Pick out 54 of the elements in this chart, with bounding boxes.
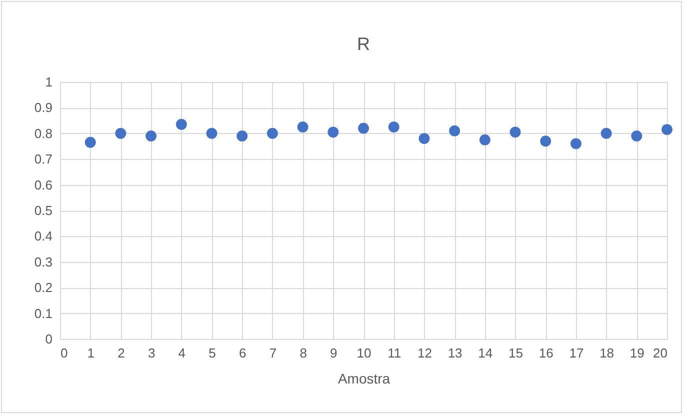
x-tick-label: 8 bbox=[300, 346, 307, 360]
x-tick-label: 11 bbox=[388, 346, 402, 360]
x-tick-label: 13 bbox=[448, 346, 462, 360]
y-tick-label: 0 bbox=[45, 332, 52, 346]
x-tick-label: 9 bbox=[330, 346, 338, 360]
point bbox=[236, 130, 248, 142]
point bbox=[479, 134, 490, 146]
x-tick-label: 10 bbox=[356, 346, 372, 360]
point bbox=[206, 128, 218, 139]
x-tick-label: 15 bbox=[508, 346, 523, 360]
x-tick-label: 18 bbox=[600, 346, 614, 360]
point bbox=[540, 136, 552, 147]
point bbox=[631, 130, 642, 142]
x-tick-label: 6 bbox=[238, 346, 246, 360]
y-tick-label: 0.1 bbox=[34, 306, 52, 321]
point bbox=[84, 136, 96, 148]
x-tick-label: 19 bbox=[630, 346, 644, 360]
x-tick-label: 14 bbox=[478, 346, 493, 360]
y-tick-label: 0.2 bbox=[34, 280, 52, 296]
y-tick-label: 0.3 bbox=[34, 254, 52, 270]
point bbox=[388, 122, 400, 132]
x-tick-label: 17 bbox=[569, 346, 584, 360]
x-tick-label: 0 bbox=[60, 346, 68, 360]
chart-title: R bbox=[357, 34, 370, 54]
point bbox=[449, 125, 460, 136]
x-tick-label: 16 bbox=[538, 346, 554, 360]
point bbox=[297, 122, 308, 132]
point bbox=[176, 118, 187, 130]
x-tick-label: 2 bbox=[118, 346, 125, 360]
x-tick-label: 12 bbox=[417, 346, 432, 360]
x-tick-label: 7 bbox=[269, 346, 277, 360]
x-tick-label: 4 bbox=[178, 346, 186, 360]
point bbox=[358, 122, 369, 134]
x-axis-title: Amostra bbox=[338, 370, 390, 386]
point bbox=[510, 126, 521, 138]
x-tick-label: 5 bbox=[208, 346, 216, 360]
x-tick-label: 20 bbox=[653, 346, 668, 360]
y-tick-label: 0.9 bbox=[34, 100, 52, 116]
point bbox=[146, 130, 157, 142]
point bbox=[328, 126, 339, 138]
x-tick-label: 1 bbox=[87, 346, 94, 360]
x-tick-label: 3 bbox=[148, 346, 156, 360]
point bbox=[418, 133, 430, 144]
y-tick-label: 0.8 bbox=[34, 126, 52, 141]
y-tick-label: 0.6 bbox=[34, 177, 52, 192]
point bbox=[115, 128, 126, 139]
point bbox=[662, 124, 672, 136]
y-tick-label: 0.5 bbox=[34, 203, 52, 218]
point bbox=[266, 128, 278, 139]
point bbox=[570, 138, 582, 150]
point bbox=[600, 128, 612, 139]
y-tick-label: 0.7 bbox=[34, 152, 52, 167]
y-tick-label: 0.4 bbox=[34, 228, 52, 244]
y-tick-label: 1 bbox=[45, 74, 52, 90]
